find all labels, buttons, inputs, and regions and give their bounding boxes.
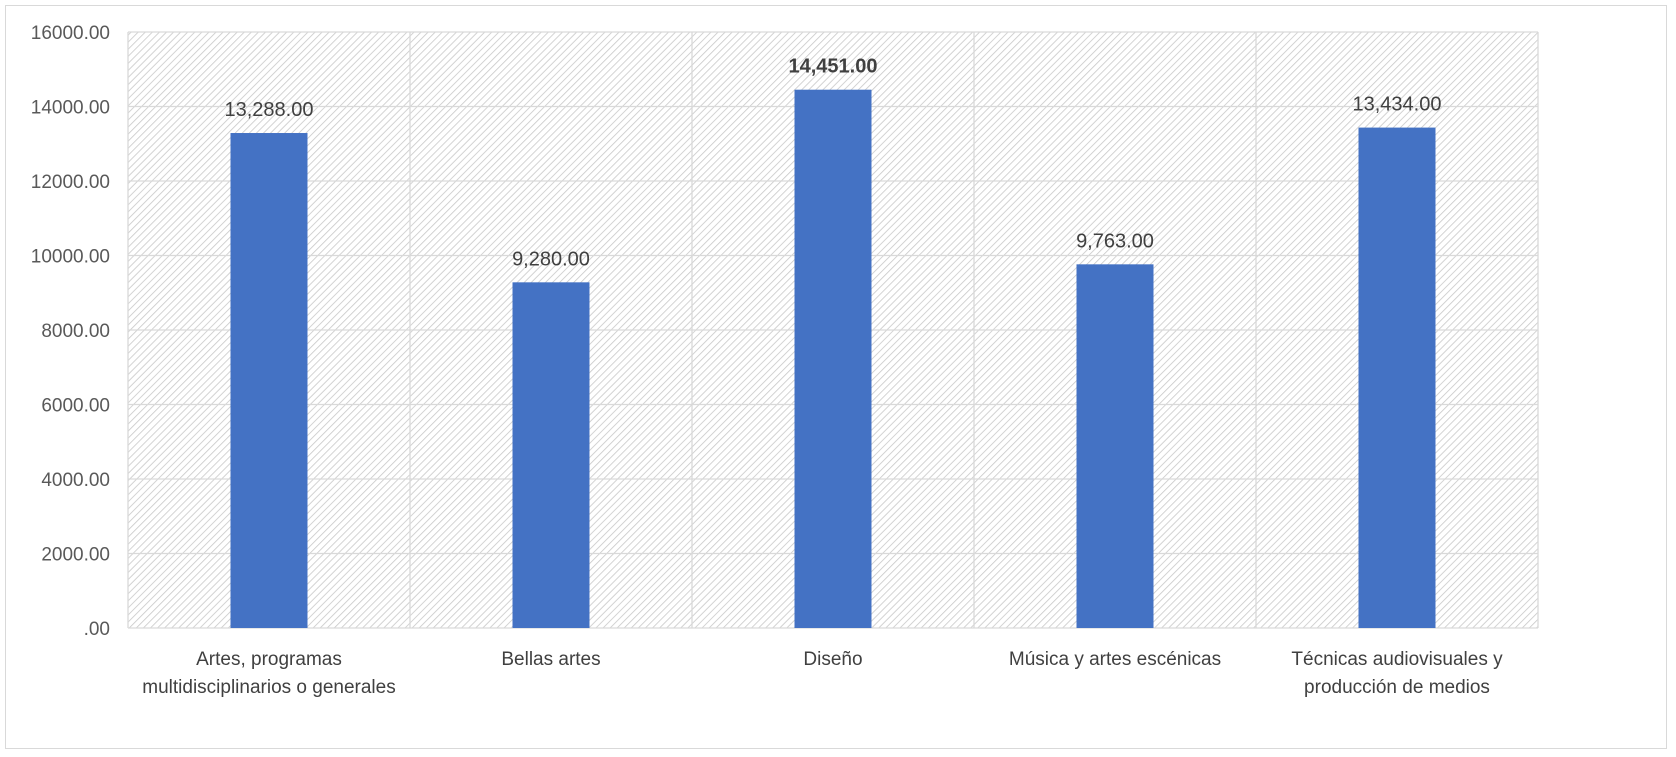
y-tick-label: 16000.00: [31, 23, 110, 44]
y-tick-label: 8000.00: [41, 321, 110, 342]
y-axis-tick-labels: .00 2000.00 4000.00 6000.00 8000.00 10000.00 1…: [31, 23, 110, 640]
data-label: 14,451.00: [789, 56, 878, 78]
y-tick-label: 10000.00: [31, 247, 110, 268]
y-tick-label: 4000.00: [41, 470, 110, 491]
y-tick-label: 6000.00: [41, 396, 110, 417]
x-category-label: Diseño: [803, 649, 862, 670]
y-tick-label: 12000.00: [31, 172, 110, 193]
x-category-label: producción de medios: [1304, 677, 1490, 698]
bar: [512, 282, 590, 628]
bar: [230, 133, 308, 628]
data-label: 13,434.00: [1353, 94, 1442, 116]
bar: [1358, 127, 1436, 629]
x-category-label: Música y artes escénicas: [1009, 649, 1221, 670]
bar: [794, 89, 872, 628]
data-labels: 13,288.00 9,280.00 14,451.00 9,763.00 13,434…: [225, 56, 1442, 271]
data-label: 13,288.00: [225, 99, 314, 121]
x-axis-category-labels: Artes, programas multidisciplinarios o ge…: [142, 649, 1503, 698]
y-tick-label: .00: [84, 619, 110, 640]
bars: [230, 89, 1436, 629]
y-tick-label: 2000.00: [41, 545, 110, 566]
x-category-label: multidisciplinarios o generales: [142, 677, 395, 698]
x-category-label: Bellas artes: [501, 649, 600, 670]
data-label: 9,763.00: [1076, 230, 1154, 252]
x-category-label: Artes, programas: [196, 649, 342, 670]
y-tick-label: 14000.00: [31, 98, 110, 119]
x-category-label: Técnicas audiovisuales y: [1291, 649, 1503, 670]
bar: [1076, 264, 1154, 628]
data-label: 9,280.00: [512, 248, 590, 270]
